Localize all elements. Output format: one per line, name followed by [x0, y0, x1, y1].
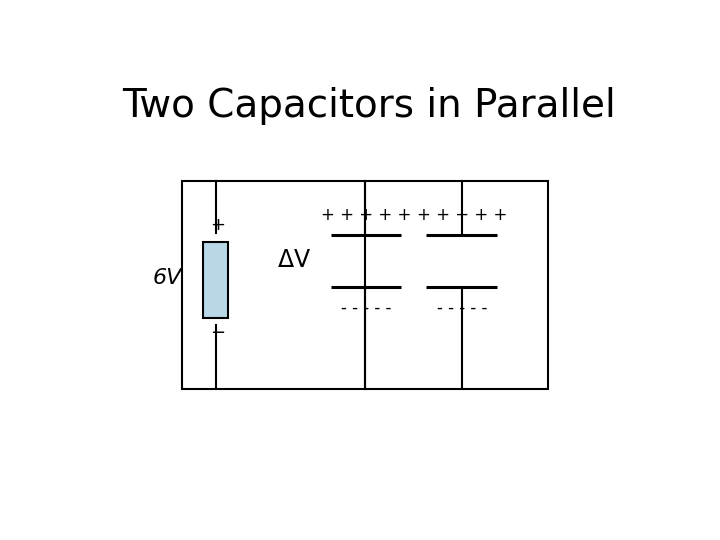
Text: $\Delta$V: $\Delta$V: [276, 248, 311, 272]
Bar: [182, 181, 547, 389]
Bar: [203, 241, 228, 319]
Text: −: −: [210, 324, 225, 342]
Text: +: +: [210, 216, 225, 234]
Text: - - - - -: - - - - -: [437, 299, 487, 317]
Text: Two Capacitors in Parallel: Two Capacitors in Parallel: [122, 87, 616, 125]
Text: 6V: 6V: [153, 268, 181, 288]
Text: + + + + +: + + + + +: [417, 206, 507, 224]
Text: - - - - -: - - - - -: [341, 299, 392, 317]
Text: + + + + +: + + + + +: [321, 206, 411, 224]
